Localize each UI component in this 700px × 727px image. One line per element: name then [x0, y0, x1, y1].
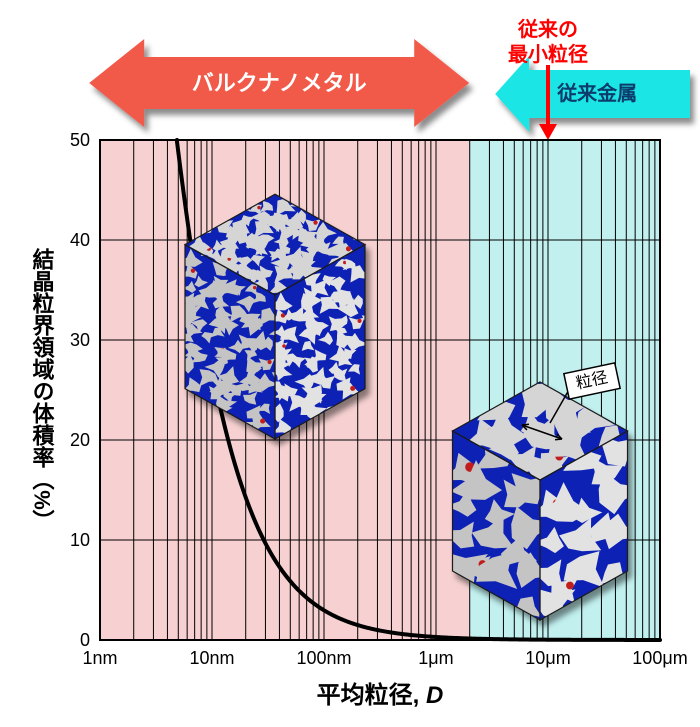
arrow-bulk-nano-label: バルクナノメタル [192, 71, 367, 96]
conv-min-label-1: 従来の [517, 17, 578, 41]
y-tick-label: 10 [70, 530, 90, 550]
x-tick-label: 1μm [418, 648, 453, 668]
x-axis-title: 平均粒径, D [317, 681, 444, 709]
x-tick-label: 1nm [82, 648, 117, 668]
x-tick-label: 10μm [525, 648, 570, 668]
y-tick-label: 0 [80, 630, 90, 650]
y-tick-label: 50 [70, 130, 90, 150]
x-tick-label: 100nm [296, 648, 351, 668]
y-tick-label: 30 [70, 330, 90, 350]
arrow-conventional-label: 従来金属 [556, 81, 637, 105]
y-axis-title: 結晶粒界領域の体積率（%） [30, 248, 55, 532]
y-tick-label: 40 [70, 230, 90, 250]
x-tick-label: 100μm [632, 648, 687, 668]
conv-min-label-2: 最小粒径 [508, 42, 588, 66]
y-tick-label: 20 [70, 430, 90, 450]
x-tick-label: 10nm [189, 648, 234, 668]
